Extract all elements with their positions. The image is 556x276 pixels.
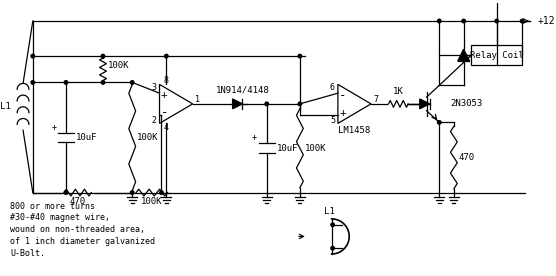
- Circle shape: [131, 81, 134, 84]
- Text: 10uF: 10uF: [76, 133, 97, 142]
- Circle shape: [462, 19, 465, 23]
- Text: 470: 470: [70, 197, 86, 206]
- Circle shape: [31, 81, 34, 84]
- Text: 100K: 100K: [137, 133, 158, 142]
- Text: LM1458: LM1458: [339, 126, 371, 135]
- Text: 5: 5: [330, 116, 335, 125]
- Text: -: -: [339, 89, 346, 102]
- Circle shape: [438, 121, 441, 124]
- Circle shape: [31, 54, 34, 58]
- Circle shape: [520, 19, 524, 23]
- Circle shape: [298, 54, 302, 58]
- Text: +12: +12: [538, 16, 555, 26]
- Text: 3: 3: [152, 83, 157, 92]
- Text: 6: 6: [330, 83, 335, 92]
- Circle shape: [64, 81, 68, 84]
- Text: 1: 1: [195, 95, 200, 105]
- Text: 10uF: 10uF: [276, 144, 298, 153]
- Text: of 1 inch diameter galvanized: of 1 inch diameter galvanized: [11, 237, 155, 246]
- Text: L1: L1: [324, 207, 335, 216]
- Circle shape: [331, 223, 334, 227]
- Text: +: +: [252, 133, 257, 142]
- Circle shape: [495, 19, 499, 23]
- Circle shape: [64, 191, 68, 194]
- Text: 2: 2: [152, 116, 157, 125]
- Circle shape: [331, 246, 334, 250]
- Bar: [471, 45, 522, 65]
- Circle shape: [298, 102, 302, 106]
- Text: wound on non-threaded area,: wound on non-threaded area,: [11, 225, 145, 234]
- Text: 800 or more turns: 800 or more turns: [11, 202, 96, 211]
- Text: 1N914/4148: 1N914/4148: [216, 85, 269, 94]
- Text: U-Bolt.: U-Bolt.: [11, 248, 46, 258]
- Text: 100K: 100K: [141, 197, 162, 206]
- Polygon shape: [458, 49, 469, 61]
- Text: L1: L1: [0, 102, 11, 111]
- Polygon shape: [232, 99, 242, 109]
- Text: 470: 470: [459, 153, 475, 162]
- Circle shape: [101, 54, 105, 58]
- Circle shape: [101, 81, 105, 84]
- Text: 4: 4: [164, 123, 169, 132]
- Text: 8: 8: [164, 76, 169, 85]
- Circle shape: [165, 54, 168, 58]
- Text: -: -: [161, 106, 168, 119]
- Circle shape: [160, 191, 163, 194]
- Text: Relay Coil: Relay Coil: [470, 51, 524, 60]
- Text: #30-#40 magnet wire,: #30-#40 magnet wire,: [11, 213, 111, 222]
- Text: +: +: [339, 108, 346, 118]
- Polygon shape: [420, 99, 430, 109]
- Circle shape: [438, 19, 441, 23]
- Circle shape: [265, 102, 269, 106]
- Text: +: +: [161, 90, 168, 100]
- Text: 100K: 100K: [305, 144, 326, 153]
- Text: +: +: [51, 123, 56, 132]
- Circle shape: [131, 191, 134, 194]
- Text: 2N3053: 2N3053: [450, 99, 482, 108]
- Text: 100K: 100K: [108, 61, 130, 70]
- Text: 7: 7: [373, 95, 378, 105]
- Text: 1K: 1K: [393, 87, 404, 96]
